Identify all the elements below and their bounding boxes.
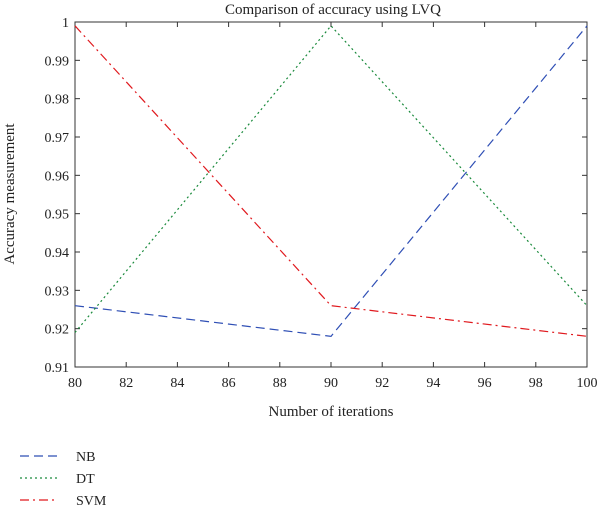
legend-label-nb: NB: [76, 450, 95, 465]
chart-title: Comparison of accuracy using LVQ: [225, 2, 441, 18]
legend-label-svm: SVM: [76, 494, 107, 509]
x-tick-label: 98: [529, 376, 543, 391]
series-line-dt: [74, 24, 588, 333]
y-tick-label: 0.98: [45, 93, 70, 108]
y-tick-label: 1: [62, 16, 69, 31]
y-tick-label: 0.93: [45, 284, 70, 299]
series-line-nb: [74, 25, 588, 337]
x-axis: 80 82 84 86 88 90 92 94 96 98 100: [68, 22, 598, 391]
legend-label-dt: DT: [76, 472, 95, 487]
y-tick-label: 0.97: [45, 131, 70, 146]
x-tick-label: 92: [375, 376, 389, 391]
series-line-svm: [74, 25, 588, 337]
y-tick-label: 0.94: [45, 246, 70, 261]
x-tick-label: 86: [222, 376, 236, 391]
y-tick-label: 0.96: [45, 169, 70, 184]
x-axis-title: Number of iterations: [269, 404, 394, 420]
x-tick-label: 90: [324, 376, 338, 391]
x-tick-label: 82: [119, 376, 133, 391]
y-tick-label: 0.99: [45, 54, 70, 69]
x-tick-label: 100: [577, 376, 598, 391]
y-tick-label: 0.92: [45, 323, 70, 338]
x-tick-label: 84: [170, 376, 184, 391]
series-lines: [74, 24, 588, 337]
y-axis-title: Accuracy measurement: [2, 123, 18, 265]
y-tick-label: 0.91: [45, 361, 70, 376]
y-axis: 0.91 0.92 0.93 0.94 0.95 0.96 0.97 0.98 0.99 1: [45, 16, 587, 376]
x-tick-label: 94: [426, 376, 440, 391]
x-tick-label: 88: [273, 376, 287, 391]
x-tick-label: 96: [478, 376, 492, 391]
y-tick-label: 0.95: [45, 208, 70, 223]
legend: NB DT SVM: [20, 450, 107, 509]
x-tick-label: 80: [68, 376, 82, 391]
